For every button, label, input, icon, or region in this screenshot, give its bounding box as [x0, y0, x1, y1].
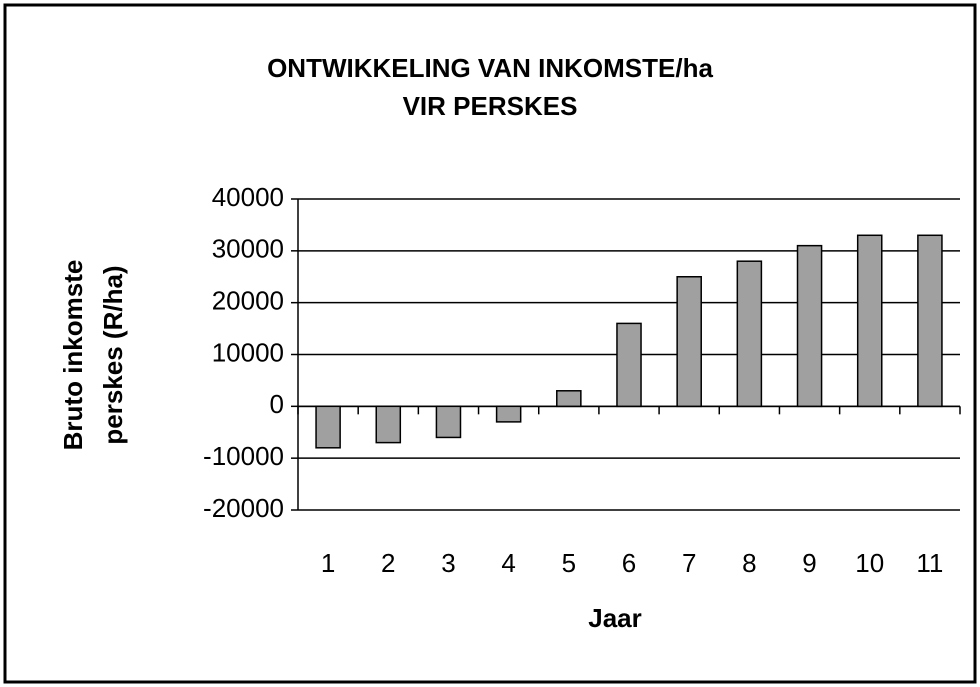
- x-tick-label: 1: [321, 548, 335, 578]
- x-tick-label: 11: [916, 548, 943, 578]
- y-tick-label: 0: [270, 389, 284, 419]
- y-tick-label: 40000: [212, 182, 284, 212]
- x-tick-label: 5: [562, 548, 576, 578]
- x-tick-label: 9: [802, 548, 816, 578]
- x-axis-label: Jaar: [588, 603, 642, 633]
- bar: [616, 322, 642, 408]
- bar: [375, 405, 402, 444]
- y-axis-label-line: perskes (R/ha): [98, 265, 128, 444]
- bar: [917, 234, 943, 408]
- y-tick-label: 20000: [212, 286, 284, 316]
- bar: [856, 234, 883, 408]
- x-tick-label: 7: [682, 548, 696, 578]
- bar: [556, 390, 582, 408]
- bar: [796, 244, 823, 408]
- chart-title: VIR PERSKES: [403, 91, 578, 121]
- x-tick-label: 2: [381, 548, 395, 578]
- y-tick-label: 30000: [212, 234, 284, 264]
- bar: [435, 405, 462, 439]
- y-tick-label: -10000: [203, 441, 284, 471]
- x-tick-label: 6: [622, 548, 636, 578]
- chart-title: ONTWIKKELING VAN INKOMSTE/ha: [267, 53, 713, 83]
- x-tick-label: 3: [441, 548, 455, 578]
- bar: [495, 405, 522, 423]
- x-tick-label: 8: [742, 548, 756, 578]
- x-tick-label: 4: [501, 548, 515, 578]
- y-tick-label: -20000: [203, 493, 284, 523]
- bar: [676, 276, 702, 408]
- bar: [736, 260, 763, 408]
- y-axis-label: Bruto inkomste perskes (R/ha): [58, 260, 128, 451]
- y-axis-label-line: Bruto inkomste: [58, 260, 88, 451]
- x-tick-label: 10: [855, 548, 884, 578]
- bar: [315, 405, 341, 449]
- y-tick-label: 10000: [212, 337, 284, 367]
